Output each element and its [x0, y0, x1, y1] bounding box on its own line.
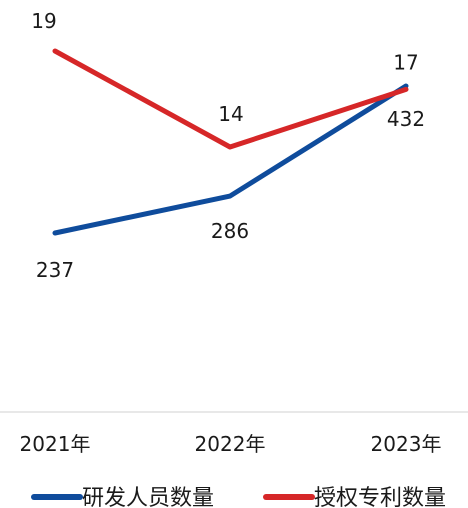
legend-item-rd-staff: 研发人员数量	[31, 486, 214, 508]
x-tick-label: 2021年	[20, 432, 91, 456]
data-label: 17	[393, 50, 418, 74]
data-label: 432	[387, 107, 425, 131]
legend-label: 研发人员数量	[82, 486, 214, 508]
x-tick-label: 2023年	[371, 432, 442, 456]
data-label: 14	[218, 102, 243, 126]
series-line-rd-staff	[52, 83, 409, 236]
x-tick-label: 2022年	[195, 432, 266, 456]
data-label-layer: 237 286 432 19 14 17	[31, 9, 425, 282]
legend: 研发人员数量 授权专利数量	[31, 486, 446, 508]
legend-item-patents: 授权专利数量	[263, 486, 446, 508]
data-label: 286	[211, 219, 249, 243]
legend-label: 授权专利数量	[314, 486, 446, 508]
series-line-patents	[52, 48, 409, 150]
series-layer	[52, 48, 409, 236]
data-label: 19	[31, 9, 56, 33]
data-label: 237	[36, 258, 74, 282]
x-tick-layer: 2021年 2022年 2023年	[20, 432, 442, 456]
